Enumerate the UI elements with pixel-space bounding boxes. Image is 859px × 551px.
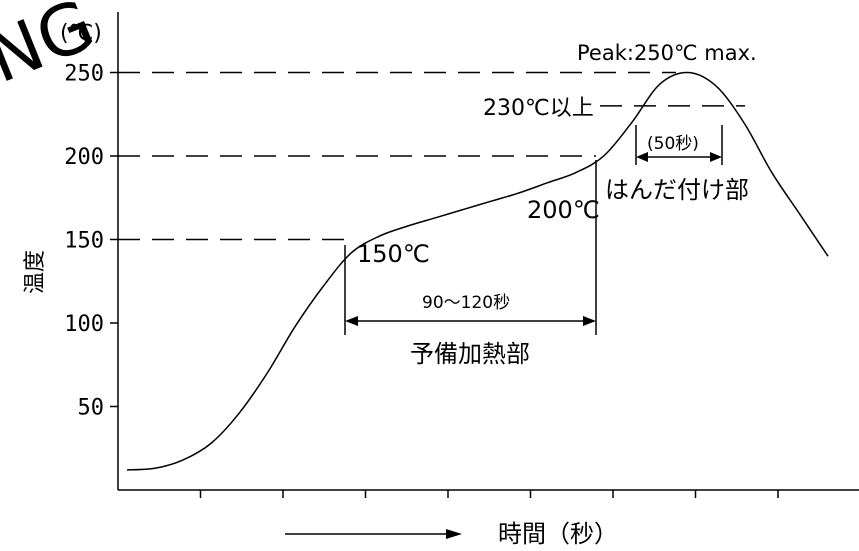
y-tick-label: 200: [64, 145, 104, 170]
preheat-arrowhead-right: [583, 316, 596, 326]
preheat-arrowhead-left: [345, 316, 358, 326]
solder-arrowhead-left: [636, 152, 648, 162]
y-tick-label: 50: [78, 396, 105, 421]
y-unit-label: (℃): [60, 21, 102, 46]
y-tick-label: 100: [64, 312, 104, 337]
x-axis-label: 時間（秒）: [498, 520, 618, 548]
y-tick-label: 150: [64, 229, 104, 254]
soldering-time-label: (50秒): [647, 134, 699, 154]
peak-annotation: Peak:250℃ max.: [577, 41, 757, 65]
temperature-profile-line: [126, 71, 829, 471]
preheat-time-label: 90～120秒: [422, 293, 510, 313]
y-tick-label: 250: [64, 62, 104, 87]
t200-label: 200℃: [527, 196, 600, 224]
above230-annotation: 230℃以上: [483, 96, 594, 121]
soldering-zone-label: はんだ付け部: [605, 176, 749, 204]
solder-arrowhead-right: [710, 152, 722, 162]
t150-label: 150℃: [357, 240, 430, 268]
x-direction-arrowhead: [446, 529, 462, 539]
preheat-zone-label: 予備加熱部: [410, 340, 530, 368]
y-axis-label: 温度: [23, 250, 48, 294]
